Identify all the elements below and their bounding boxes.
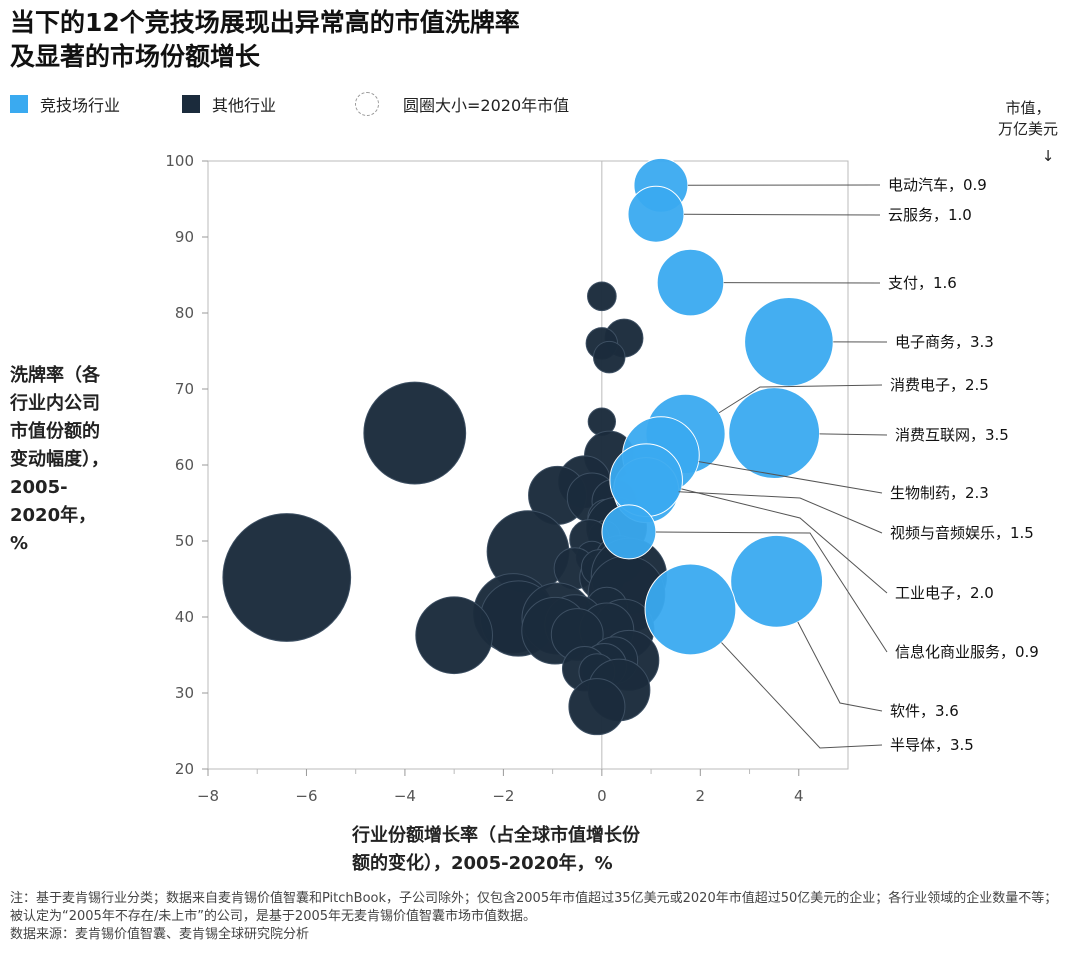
arena-point-消费互联网: [728, 387, 821, 479]
other-industry-point: [415, 596, 493, 675]
arena-point-支付: [656, 248, 725, 317]
arena-label-电动汽车: 电动汽车，0.9: [888, 176, 987, 194]
y-tick-label: 40: [175, 608, 194, 626]
legend-arena-label: 竞技场行业: [40, 96, 121, 115]
leader-line-软件: [797, 621, 883, 712]
other-industry-point: [568, 678, 626, 736]
legend-size-label: 圆圈大小=2020年市值: [403, 96, 570, 115]
x-tick-label: 4: [794, 787, 804, 805]
x-tick-label: −8: [197, 787, 219, 805]
leader-line-视频与音频娱乐: [678, 491, 883, 534]
other-industry-point: [592, 340, 626, 374]
arena-label-工业电子: 工业电子，2.0: [895, 584, 994, 602]
legend-arena-swatch: [10, 95, 28, 113]
arena-label-生物制药: 生物制药，2.3: [890, 484, 989, 502]
arena-label-云服务: 云服务，1.0: [888, 206, 972, 224]
arena-point-云服务: [627, 185, 685, 243]
x-tick-label: −2: [492, 787, 514, 805]
other-industry-point: [363, 381, 467, 485]
legend-size-circle-icon: [355, 92, 379, 116]
footnote: 注：基于麦肯锡行业分类；数据来自麦肯锡价值智囊和PitchBook，子公司除外；…: [10, 891, 1058, 942]
arena-label-支付: 支付，1.6: [888, 274, 957, 292]
y-tick-label: 90: [175, 228, 194, 246]
leader-line-工业电子: [681, 488, 888, 594]
arena-label-软件: 软件，3.6: [890, 702, 959, 720]
arena-label-信息化商业服务: 信息化商业服务，0.9: [895, 643, 1039, 661]
leader-line-消费互联网: [819, 433, 888, 436]
y-axis-label: 洗牌率（各 行业内公司 市值份额的 变动幅度）， 2005- 2020年， %: [10, 365, 109, 554]
arena-label-半导体: 半导体，3.5: [890, 736, 974, 754]
other-industry-point: [587, 281, 617, 312]
arena-point-工业电子: [609, 443, 683, 517]
y-tick-label: 70: [175, 380, 194, 398]
y-tick-label: 60: [175, 456, 194, 474]
leader-line-消费电子: [718, 384, 883, 414]
y-tick-label: 80: [175, 304, 194, 322]
y-tick-label: 50: [175, 532, 194, 550]
x-axis-label: 行业份额增长率（占全球市值增长份 额的变化），2005-2020年，%: [352, 825, 640, 874]
x-tick-label: −4: [394, 787, 416, 805]
leader-line-信息化商业服务: [655, 531, 888, 653]
arena-label-电子商务: 电子商务，3.3: [895, 333, 994, 351]
arena-label-消费电子: 消费电子，2.5: [890, 376, 989, 394]
x-tick-label: 2: [696, 787, 706, 805]
down-arrow-icon: ↓: [1041, 147, 1055, 165]
arena-point-软件: [730, 534, 824, 628]
y-tick-label: 100: [165, 152, 194, 170]
y-tick-label: 20: [175, 760, 194, 778]
other-industry-point: [222, 513, 352, 642]
arena-point-电子商务: [744, 297, 834, 387]
y-tick-label: 30: [175, 684, 194, 702]
arena-label-视频与音频娱乐: 视频与音频娱乐，1.5: [890, 524, 1034, 542]
arena-point-半导体: [644, 563, 737, 656]
chart-title: 当下的12个竞技场展现出异常高的市值洗牌率 及显著的市场份额增长: [10, 8, 520, 71]
x-tick-label: −6: [295, 787, 317, 805]
arena-label-消费互联网: 消费互联网，3.5: [895, 426, 1009, 444]
x-tick-label: 0: [597, 787, 607, 805]
leader-line-生物制药: [698, 461, 883, 494]
legend-other-swatch: [182, 95, 200, 113]
legend-other-label: 其他行业: [212, 96, 277, 115]
unit-label: 市值， 万亿美元: [997, 99, 1058, 138]
leader-line-云服务: [683, 213, 881, 216]
arena-point-信息化商业服务: [601, 504, 657, 560]
leader-line-半导体: [721, 642, 883, 749]
